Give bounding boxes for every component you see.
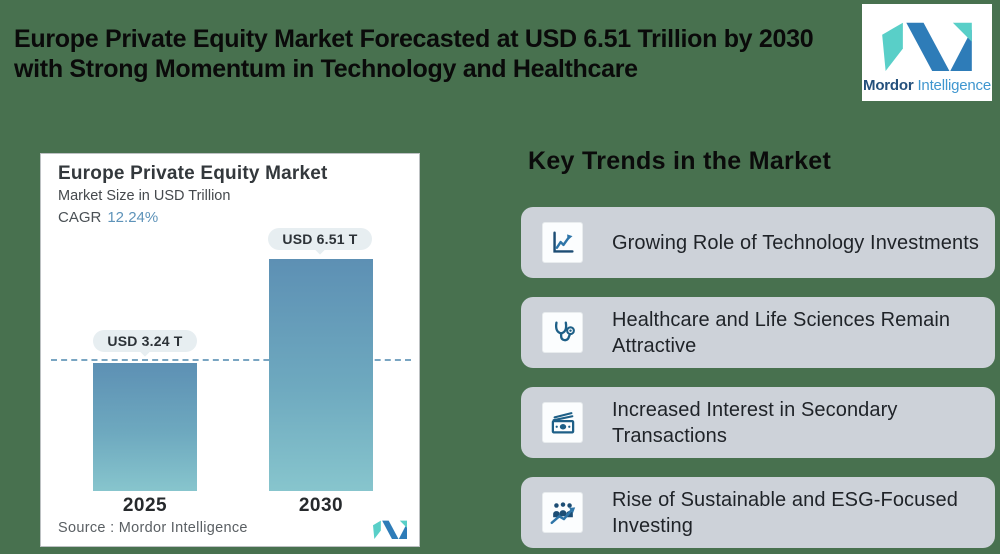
line-chart-icon — [542, 222, 583, 263]
page-title: Europe Private Equity Market Forecasted … — [14, 24, 814, 84]
cagr-label: CAGR — [58, 209, 102, 226]
chart-title: Europe Private Equity Market — [58, 163, 328, 184]
mordor-logo-box: Mordor Intelligence — [862, 4, 992, 101]
chart-cagr: CAGR 12.24% — [58, 209, 158, 226]
chart-subtitle: Market Size in USD Trillion — [58, 188, 231, 204]
people-growth-icon — [542, 492, 583, 533]
key-trends-heading: Key Trends in the Market — [528, 147, 832, 175]
bar-2025 — [93, 363, 197, 491]
page-title-line1: Europe Private Equity Market Forecasted … — [14, 25, 814, 53]
brand-name-bold: Mordor — [863, 77, 914, 94]
brand-name-light: Intelligence — [917, 77, 991, 94]
banknotes-icon — [542, 402, 583, 443]
axis-label-2025: 2025 — [122, 495, 168, 516]
page-title-line2: with Strong Momentum in Technology and H… — [14, 55, 638, 83]
stethoscope-icon — [542, 312, 583, 353]
mordor-m-icon-small — [373, 520, 407, 544]
trend-card-technology: Growing Role of Technology Investments — [521, 207, 995, 278]
trend-card-healthcare: Healthcare and Life Sciences Remain Attr… — [521, 297, 995, 368]
trend-card-esg-investing: Rise of Sustainable and ESG-Focused Inve… — [521, 477, 995, 548]
mordor-logo-text: Mordor Intelligence — [863, 77, 991, 94]
source-attribution: Source : Mordor Intelligence — [58, 520, 248, 536]
data-label-2025: USD 3.24 T — [93, 330, 197, 352]
trend-card-secondary-transactions: Increased Interest in Secondary Transact… — [521, 387, 995, 458]
trend-text: Increased Interest in Secondary Transact… — [612, 398, 898, 447]
trend-text: Healthcare and Life Sciences Remain Attr… — [612, 308, 951, 357]
trend-text: Rise of Sustainable and ESG-Focused Inve… — [612, 488, 958, 537]
trend-text: Growing Role of Technology Investments — [612, 231, 979, 254]
reference-dashed-line — [51, 359, 411, 361]
cagr-value: 12.24% — [107, 209, 159, 226]
mordor-m-icon — [881, 21, 973, 71]
bar-2030 — [269, 259, 373, 491]
market-chart-card: Europe Private Equity Market Market Size… — [40, 153, 420, 547]
data-label-2030: USD 6.51 T — [268, 228, 372, 250]
axis-label-2030: 2030 — [298, 495, 344, 516]
